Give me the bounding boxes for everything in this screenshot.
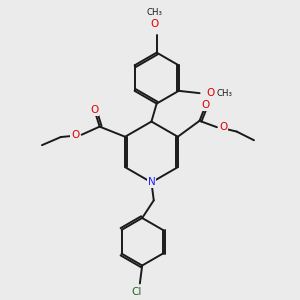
Text: N: N — [148, 177, 155, 188]
Text: O: O — [219, 122, 227, 132]
Text: O: O — [150, 19, 158, 29]
Text: CH₃: CH₃ — [146, 8, 162, 17]
Text: O: O — [206, 88, 215, 98]
Text: Cl: Cl — [131, 287, 142, 297]
Text: CH₃: CH₃ — [216, 89, 232, 98]
Text: O: O — [90, 105, 98, 115]
Text: O: O — [202, 100, 210, 110]
Text: O: O — [71, 130, 80, 140]
